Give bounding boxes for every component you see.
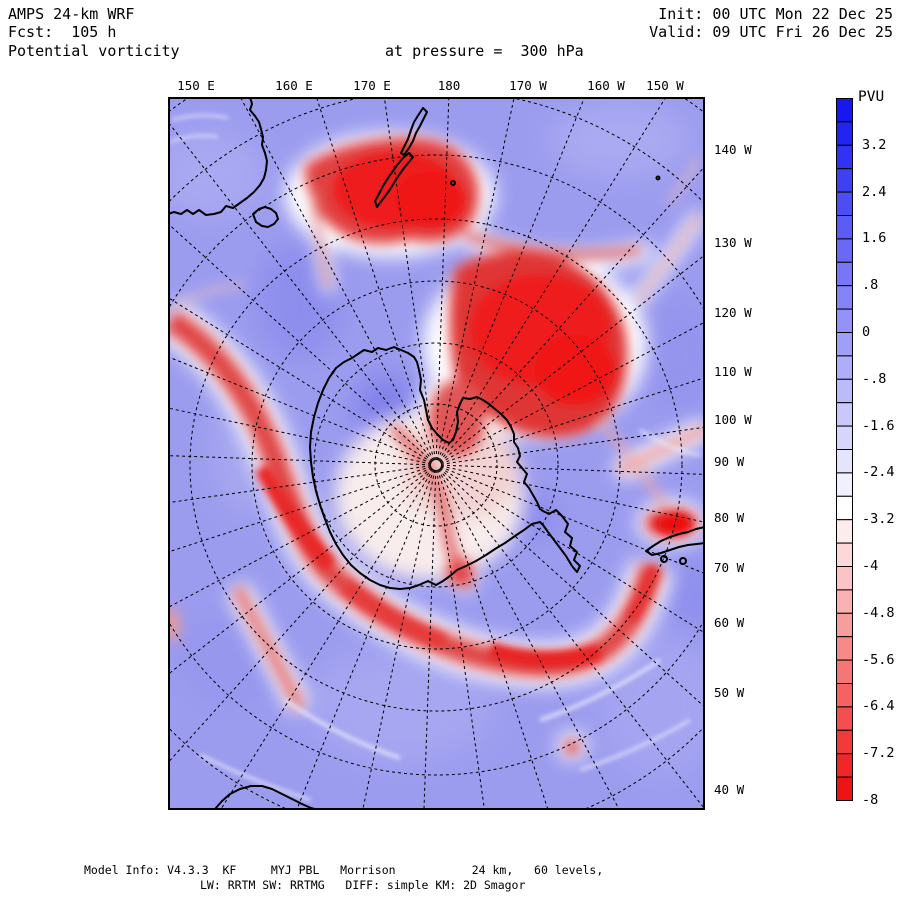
colorbar-cell — [836, 144, 853, 170]
colorbar-tick-label: 2.4 — [862, 183, 887, 200]
colorbar-cell — [836, 659, 853, 684]
longitude-label-top: 170 E — [353, 78, 391, 93]
australia-coastline — [168, 97, 268, 216]
colorbar-cell — [836, 308, 853, 334]
colorbar-cell — [836, 402, 853, 427]
island — [450, 180, 456, 186]
island-arc-coastline — [214, 785, 319, 810]
island — [660, 555, 668, 563]
colorbar-cell — [836, 378, 853, 404]
colorbar-tick-label: -5.6 — [862, 651, 895, 668]
longitude-label-top: 170 W — [509, 78, 547, 93]
red-pv-cores — [254, 152, 690, 668]
colorbar-cell — [836, 729, 853, 755]
colorbar-cell — [836, 566, 853, 591]
white-wisps — [169, 113, 701, 802]
colorbar-cell — [836, 683, 853, 708]
longitude-label-top: 150 W — [646, 78, 684, 93]
pv-map — [168, 97, 705, 810]
colorbar-cell — [836, 776, 853, 801]
colorbar-cell — [836, 612, 853, 638]
pv-field — [168, 97, 705, 810]
longitude-label-right: 100 W — [714, 412, 752, 428]
colorbar-tick-label: -.8 — [862, 370, 887, 387]
forecast-hour: Fcst: 105 h — [8, 23, 117, 41]
colorbar-cell — [836, 425, 853, 451]
graticule — [168, 97, 705, 810]
model-title: AMPS 24-km WRF — [8, 5, 135, 23]
colorbar-tick-label: 3.2 — [862, 136, 887, 153]
colorbar-cell — [836, 542, 853, 568]
colorbar-tick-label: .8 — [862, 277, 879, 294]
colorbar-tick-label: -3.2 — [862, 511, 895, 528]
colorbar-cell — [836, 706, 853, 731]
longitude-label-right: 60 W — [714, 615, 745, 631]
colorbar — [836, 98, 853, 801]
colorbar-cell — [836, 191, 853, 216]
colorbar-tick-label: -4.8 — [862, 604, 895, 621]
longitude-label-top: 160 W — [587, 78, 625, 93]
variable-name: Potential vorticity — [8, 42, 180, 60]
colorbar-cell — [836, 355, 853, 380]
colorbar-cell — [836, 168, 853, 193]
model-info-line2: LW: RRTM SW: RRTMG DIFF: simple KM: 2D S… — [200, 878, 526, 892]
colorbar-cell — [836, 332, 853, 357]
colorbar-cell — [836, 753, 853, 778]
colorbar-title: PVU — [858, 89, 885, 105]
colorbar-cell — [836, 121, 853, 146]
new-zealand-north-island — [400, 107, 428, 156]
colorbar-tick-label: 0 — [862, 324, 871, 340]
colorbar-tick-label: -8 — [862, 792, 879, 808]
longitude-label-right: 90 W — [714, 454, 745, 470]
colorbar-tick-label: -4 — [862, 558, 879, 574]
colorbar-tick-label: 1.6 — [862, 230, 887, 247]
map-border — [168, 97, 705, 810]
colorbar-cell — [836, 285, 853, 310]
colorbar-tick-label: -7.2 — [862, 745, 895, 762]
colorbar-tick-label: -2.4 — [862, 464, 895, 481]
longitude-label-right: 40 W — [714, 782, 745, 798]
init-time: Init: 00 UTC Mon 22 Dec 25 — [658, 5, 893, 23]
island — [655, 175, 661, 181]
island — [679, 557, 687, 565]
longitude-label-top: 180 — [437, 78, 461, 93]
longitude-label-right: 120 W — [714, 305, 752, 321]
pressure-level: at pressure = 300 hPa — [385, 42, 584, 60]
coastlines — [168, 97, 705, 810]
colorbar-cell — [836, 472, 853, 497]
longitude-label-right: 130 W — [714, 235, 752, 251]
longitude-label-right: 140 W — [714, 142, 752, 158]
colorbar-cell — [836, 495, 853, 521]
colorbar-tick-label: -6.4 — [862, 698, 895, 715]
valid-time: Valid: 09 UTC Fri 26 Dec 25 — [649, 23, 893, 41]
colorbar-tick-label: -1.6 — [862, 417, 895, 434]
longitude-label-top: 150 E — [177, 78, 215, 93]
colorbar-cell — [836, 98, 853, 123]
antarctica-coastline — [309, 346, 581, 590]
colorbar-cell — [836, 238, 853, 263]
longitude-label-right: 110 W — [714, 364, 752, 380]
longitude-label-right: 70 W — [714, 560, 745, 576]
longitude-label-right: 50 W — [714, 685, 745, 701]
colorbar-cell — [836, 636, 853, 661]
tasmania-coastline — [252, 206, 279, 228]
longitude-label-right: 80 W — [714, 510, 745, 526]
colorbar-ticks: 3.2 2.4 1.6 .8 0 -.8 -1.6 -2.4 -3.2 -4 -4.8 -5.6 -6.… — [862, 98, 900, 808]
colorbar-cell — [836, 519, 853, 544]
colorbar-cell — [836, 589, 853, 614]
colorbar-cell — [836, 261, 853, 287]
colorbar-cell — [836, 215, 853, 240]
model-info-line1: Model Info: V4.3.3 KF MYJ PBL Morrison 2… — [84, 863, 604, 877]
new-zealand-south-island — [374, 152, 414, 208]
south-america-coastline — [645, 526, 705, 556]
longitude-label-top: 160 E — [275, 78, 313, 93]
colorbar-cell — [836, 449, 853, 474]
